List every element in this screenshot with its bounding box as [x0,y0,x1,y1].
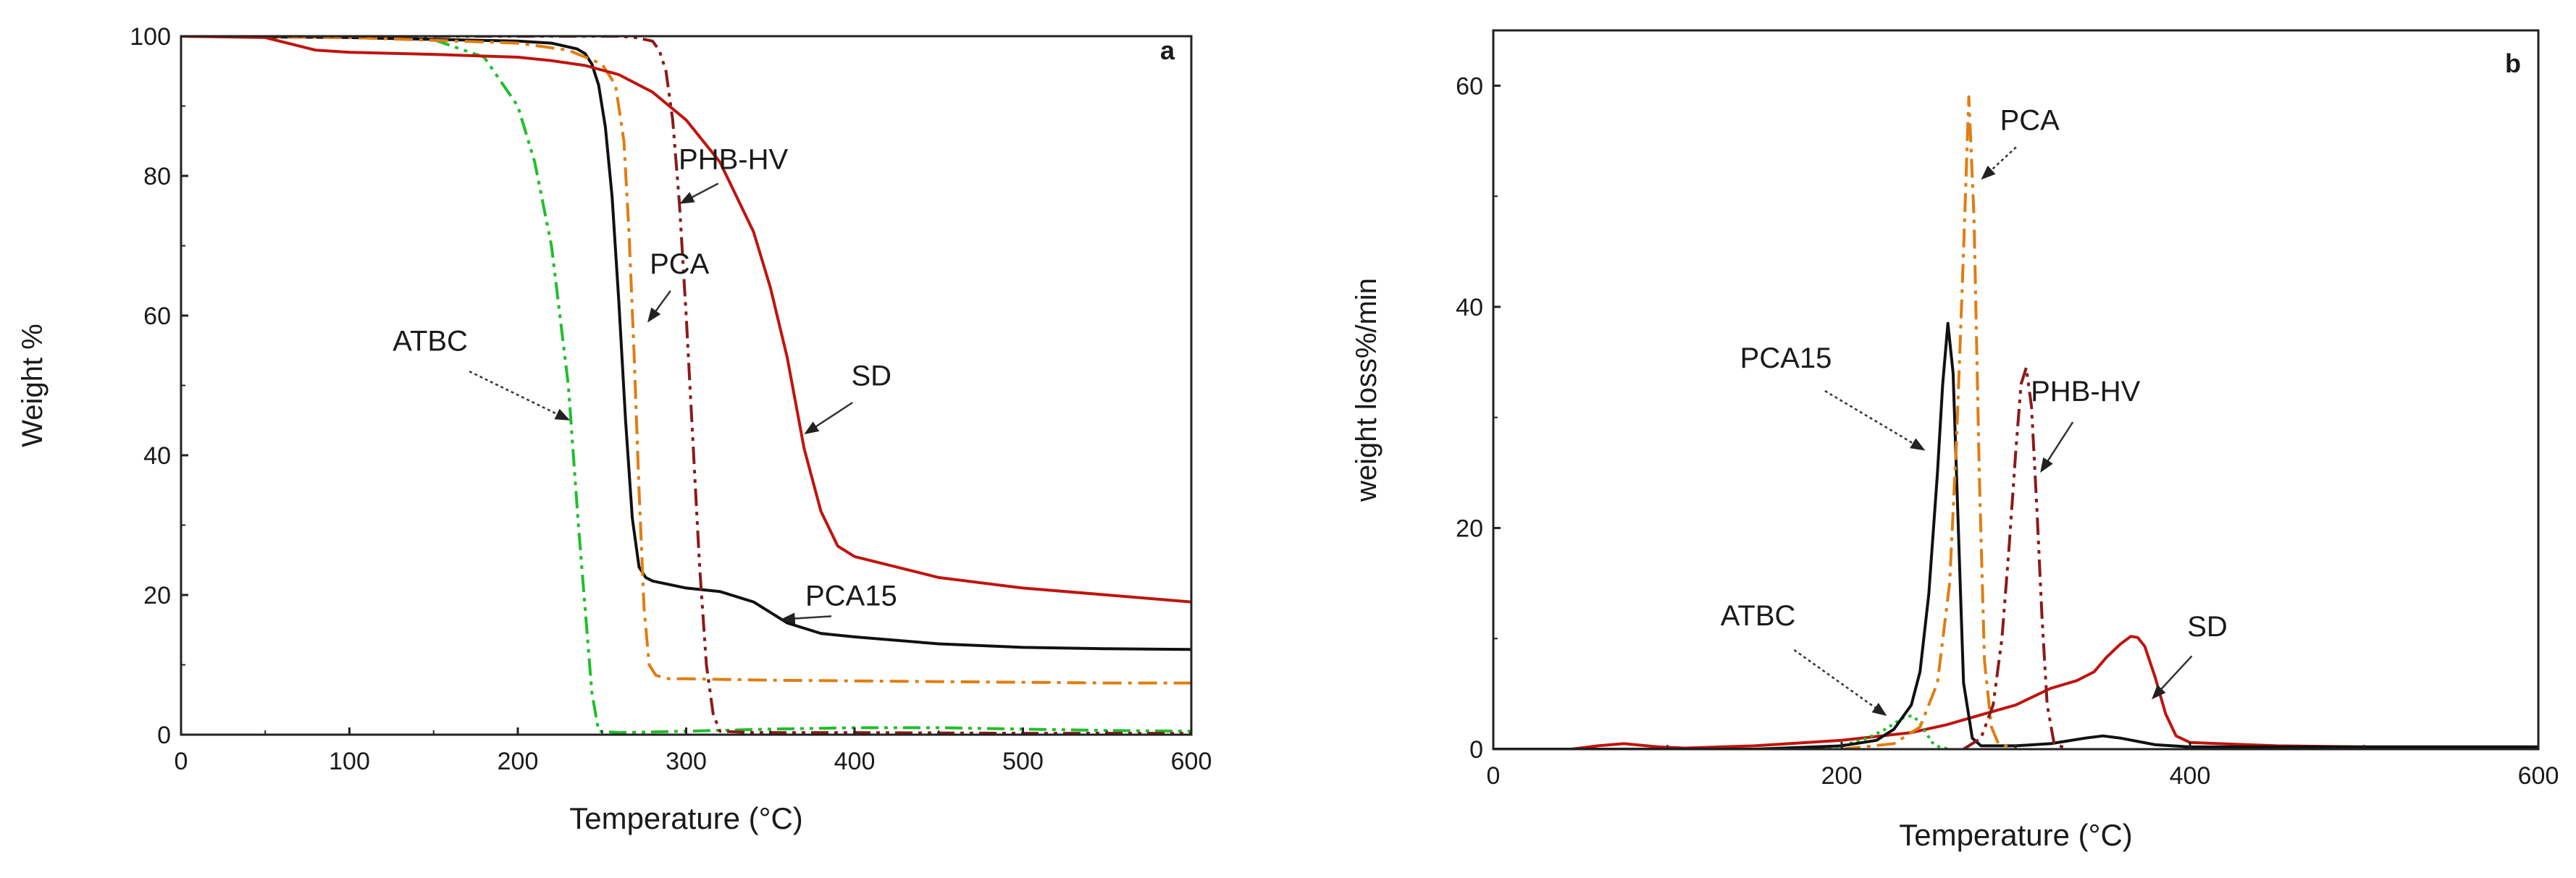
plot-frame [1492,29,2540,751]
x-tick-label: 200 [1821,762,1863,790]
panel-a: 0 100 200 300 400 500 600 0 20 40 60 80 100 Temperatu… [17,23,1212,835]
y-tick-label: 20 [143,582,171,609]
annotation-arrow-line [1793,649,1879,712]
annotation-label-pca15: PCA15 [805,580,897,612]
y-tick-label: 0 [1469,736,1483,764]
annotation-label-pca: PCA [650,248,710,280]
x-tick-label: 200 [498,748,539,775]
annotation-arrow-line [688,182,719,200]
annotation-label-atbc: ATBC [393,325,468,357]
series-line-pca15 [1493,321,2538,749]
annotation-arrow-line [2044,421,2074,465]
y-tick-label: 100 [130,23,171,51]
series-line-atbc [1806,714,1950,749]
y-axis-label: Weight % [17,324,49,447]
annotation-arrow-line [2157,655,2193,693]
x-tick-label: 100 [329,748,370,775]
x-tick-label: 0 [1487,762,1501,790]
x-axis-label: Temperature (°C) [1899,818,2133,852]
series-line-pca [181,36,1191,685]
series-group [181,36,1191,735]
panel-label: b [2505,48,2521,78]
annotation-arrow-line [790,615,832,620]
annotation-arrow-line [1987,146,2017,174]
series-group [1493,95,2538,749]
x-tick-label: 0 [175,748,188,775]
y-axis-label: weight loss%/min [1351,278,1383,502]
annotation-label-phb-hv: PHB-HV [2031,376,2140,408]
annotation-label-sd: SD [851,360,891,392]
annotation-arrow-head [2152,685,2166,700]
x-tick-label: 300 [666,748,707,775]
annotation-label-phb-hv: PHB-HV [679,143,788,175]
series-line-sd [1571,635,2538,749]
annotation-label-pca: PCA [2000,104,2060,136]
series-line-sd [181,36,1191,604]
series-line-phb-hv [1963,366,2069,749]
y-tick-label: 40 [1456,294,1483,321]
series-line-phb-hv [181,36,1191,735]
annotation-label-sd: SD [2187,611,2228,643]
annotation-arrow-line [469,370,562,417]
panel-b: 0 200 400 600 0 20 40 60 Temperature (°C) weight … [1351,29,2559,852]
annotation-arrow-line [812,402,853,430]
annotation-arrow-head [2040,457,2053,473]
series-line-pca15 [181,36,1191,651]
annotation-arrow-head [679,192,695,204]
annotation-arrow-head [1910,438,1926,451]
annotation-arrow-head [1871,703,1887,717]
x-tick-label: 400 [2170,762,2211,790]
annotation-arrow-head [780,612,796,625]
y-tick-label: 20 [1456,515,1483,542]
annotation-arrow-head [647,307,661,323]
y-tick-label: 60 [143,303,171,330]
annotation-arrow-line [1824,389,1918,447]
y-tick-label: 40 [143,442,171,470]
annotation-label-pca15: PCA15 [1740,342,1832,374]
y-tick-label: 60 [1456,72,1483,100]
annotation-arrow-line [653,290,671,316]
annotation-label-atbc: ATBC [1721,600,1796,632]
y-tick-label: 80 [143,163,171,190]
annotation-arrow-head [1981,165,1996,180]
series-line-pca [1841,95,2017,749]
x-tick-label: 600 [2518,762,2559,790]
series-line-atbc [181,36,1191,735]
panel-label: a [1160,35,1175,65]
y-tick-label: 0 [157,722,171,749]
x-axis-label: Temperature (°C) [569,801,803,835]
plot-frame [180,35,1193,736]
x-tick-label: 400 [834,748,876,775]
annotation-arrow-head [554,408,571,421]
x-tick-label: 600 [1171,748,1212,775]
annotation-arrow-head [804,421,820,435]
x-tick-label: 500 [1002,748,1044,775]
